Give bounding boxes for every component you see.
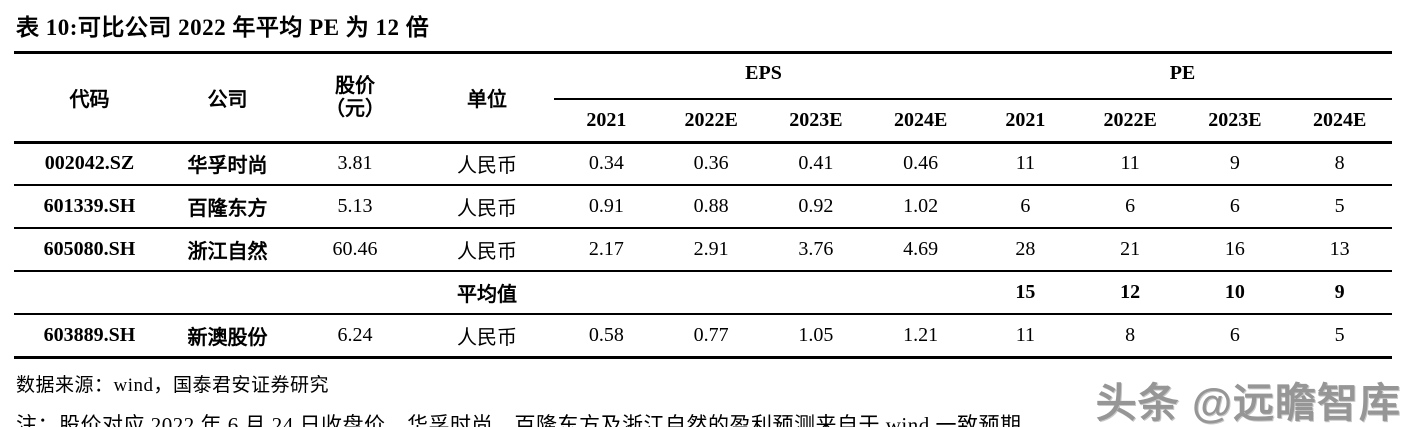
cell-code: 002042.SZ bbox=[14, 142, 165, 186]
cell-price-empty bbox=[290, 271, 420, 315]
cell-eps-2022e: 0.36 bbox=[658, 142, 764, 186]
cell-pe-2024e: 5 bbox=[1287, 314, 1392, 359]
header-company: 公司 bbox=[165, 54, 290, 144]
header-eps-2022e: 2022E bbox=[658, 99, 764, 144]
cell-unit: 人民币 bbox=[420, 185, 554, 229]
cell-code-empty bbox=[14, 271, 165, 315]
cell-company-empty bbox=[165, 271, 290, 315]
header-eps-2024e: 2024E bbox=[868, 99, 973, 144]
cell-pe-2022e: 8 bbox=[1077, 314, 1183, 359]
table-row-average: 平均值 15 12 10 9 bbox=[14, 271, 1392, 315]
cell-unit: 人民币 bbox=[420, 228, 554, 272]
cell-pe-2022e: 21 bbox=[1077, 228, 1183, 272]
cell-eps-empty bbox=[868, 271, 973, 315]
cell-eps-2022e: 2.91 bbox=[658, 228, 764, 272]
cell-eps-2021: 0.34 bbox=[554, 142, 659, 186]
cell-avg-pe-2021: 15 bbox=[973, 271, 1078, 315]
table-row-bailong: 601339.SH 百隆东方 5.13 人民币 0.91 0.88 0.92 1… bbox=[14, 185, 1392, 229]
header-pe-group: PE bbox=[973, 54, 1392, 100]
cell-eps-2021: 0.91 bbox=[554, 185, 659, 229]
header-unit: 单位 bbox=[420, 54, 554, 144]
table-row-zhejiang: 605080.SH 浙江自然 60.46 人民币 2.17 2.91 3.76 … bbox=[14, 228, 1392, 272]
table-row-huafu: 002042.SZ 华孚时尚 3.81 人民币 0.34 0.36 0.41 0… bbox=[14, 142, 1392, 186]
cell-unit: 人民币 bbox=[420, 142, 554, 186]
table-row-xinao: 603889.SH 新澳股份 6.24 人民币 0.58 0.77 1.05 1… bbox=[14, 314, 1392, 359]
cell-eps-empty bbox=[658, 271, 764, 315]
cell-pe-2023e: 6 bbox=[1182, 185, 1288, 229]
cell-eps-empty bbox=[554, 271, 659, 315]
header-code: 代码 bbox=[14, 54, 165, 144]
cell-price: 6.24 bbox=[290, 314, 420, 359]
cell-eps-2024e: 1.02 bbox=[868, 185, 973, 229]
cell-code: 605080.SH bbox=[14, 228, 165, 272]
cell-eps-2024e: 0.46 bbox=[868, 142, 973, 186]
header-year-row: 2021 2022E 2023E 2024E 2021 2022E 2023E … bbox=[14, 99, 1392, 144]
cell-eps-2024e: 4.69 bbox=[868, 228, 973, 272]
cell-eps-2022e: 0.88 bbox=[658, 185, 764, 229]
cell-unit: 人民币 bbox=[420, 314, 554, 359]
cell-pe-2023e: 9 bbox=[1182, 142, 1288, 186]
cell-pe-2022e: 11 bbox=[1077, 142, 1183, 186]
header-pe-2022e: 2022E bbox=[1077, 99, 1183, 144]
header-eps-2023e: 2023E bbox=[763, 99, 869, 144]
cell-pe-2021: 28 bbox=[973, 228, 1078, 272]
cell-eps-2023e: 0.92 bbox=[763, 185, 869, 229]
footnote-line: 注：股价对应 2022 年 6 月 24 日收盘价，华孚时尚、百隆东方及浙江自然… bbox=[16, 412, 1022, 427]
header-pe-2023e: 2023E bbox=[1182, 99, 1288, 144]
cell-avg-pe-2024e: 9 bbox=[1287, 271, 1392, 315]
cell-pe-2023e: 16 bbox=[1182, 228, 1288, 272]
cell-code: 603889.SH bbox=[14, 314, 165, 359]
cell-price: 60.46 bbox=[290, 228, 420, 272]
cell-company: 新澳股份 bbox=[165, 314, 290, 359]
cell-eps-2021: 0.58 bbox=[554, 314, 659, 359]
cell-eps-2023e: 0.41 bbox=[763, 142, 869, 186]
cell-avg-pe-2023e: 10 bbox=[1182, 271, 1288, 315]
cell-eps-2023e: 1.05 bbox=[763, 314, 869, 359]
cell-eps-2024e: 1.21 bbox=[868, 314, 973, 359]
cell-pe-2021: 11 bbox=[973, 142, 1078, 186]
cell-company: 浙江自然 bbox=[165, 228, 290, 272]
cell-code: 601339.SH bbox=[14, 185, 165, 229]
cell-eps-empty bbox=[763, 271, 869, 315]
cell-eps-2022e: 0.77 bbox=[658, 314, 764, 359]
cell-avg-pe-2022e: 12 bbox=[1077, 271, 1183, 315]
comparable-companies-table: 代码 公司 股价 （元） 单位 EPS PE 2021 2022E 2023E … bbox=[14, 54, 1392, 359]
data-source-line: 数据来源：wind，国泰君安证券研究 bbox=[16, 374, 330, 396]
cell-eps-2023e: 3.76 bbox=[763, 228, 869, 272]
cell-price: 3.81 bbox=[290, 142, 420, 186]
cell-company: 华孚时尚 bbox=[165, 142, 290, 186]
watermark-label: 头条 @远瞻智库 bbox=[1095, 380, 1401, 426]
header-pe-2021: 2021 bbox=[973, 99, 1078, 144]
cell-pe-2024e: 5 bbox=[1287, 185, 1392, 229]
cell-pe-2024e: 13 bbox=[1287, 228, 1392, 272]
header-group-row: 代码 公司 股价 （元） 单位 EPS PE bbox=[14, 54, 1392, 144]
cell-pe-2022e: 6 bbox=[1077, 185, 1183, 229]
cell-eps-2021: 2.17 bbox=[554, 228, 659, 272]
header-price-line1: 股价 bbox=[335, 75, 375, 98]
cell-pe-2024e: 8 bbox=[1287, 142, 1392, 186]
cell-average-label: 平均值 bbox=[420, 271, 554, 315]
header-eps-group: EPS bbox=[554, 54, 973, 100]
cell-pe-2021: 11 bbox=[973, 314, 1078, 359]
header-eps-2021: 2021 bbox=[554, 99, 659, 144]
header-pe-2024e: 2024E bbox=[1287, 99, 1392, 144]
cell-pe-2021: 6 bbox=[973, 185, 1078, 229]
cell-price: 5.13 bbox=[290, 185, 420, 229]
table-title: 表 10:可比公司 2022 年平均 PE 为 12 倍 bbox=[14, 6, 1392, 54]
cell-company: 百隆东方 bbox=[165, 185, 290, 229]
header-price: 股价 （元） bbox=[290, 54, 420, 144]
header-price-line2: （元） bbox=[325, 98, 385, 121]
cell-pe-2023e: 6 bbox=[1182, 314, 1288, 359]
